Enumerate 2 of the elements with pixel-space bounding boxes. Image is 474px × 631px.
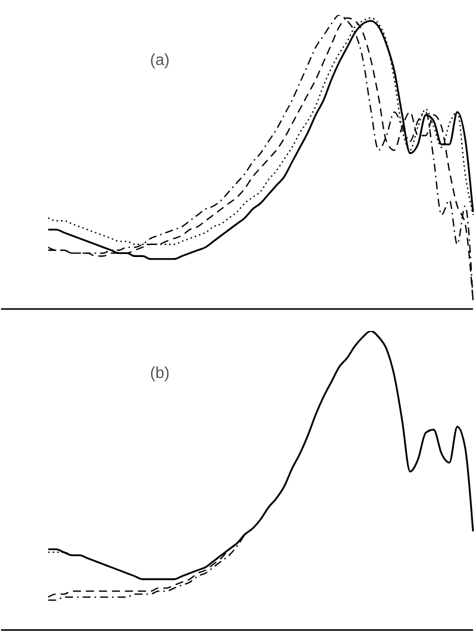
annotation: (b): [150, 365, 170, 383]
annotation: (a): [150, 52, 170, 70]
